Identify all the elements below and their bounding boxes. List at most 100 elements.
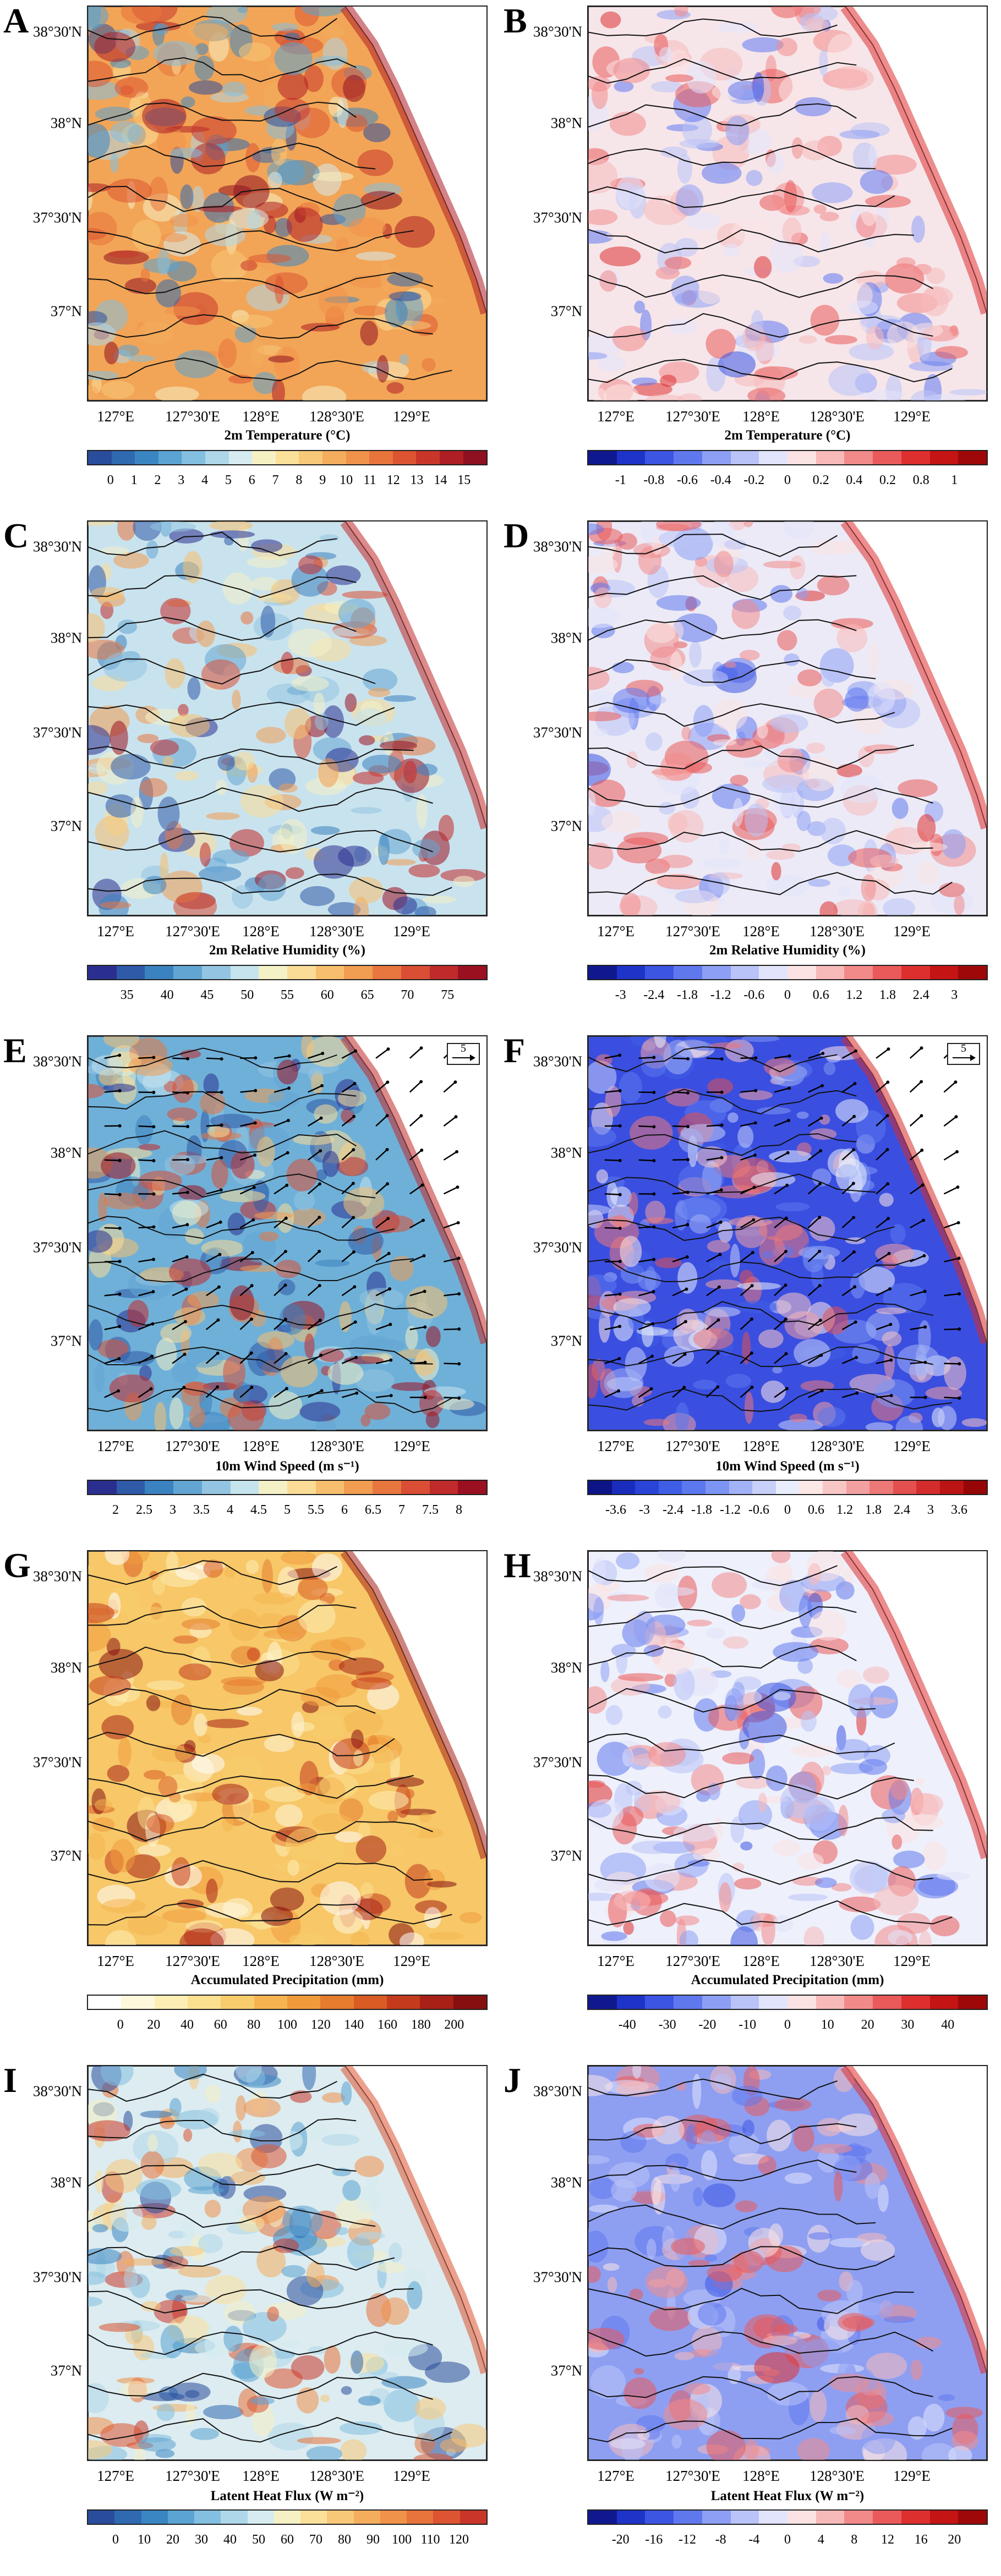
wind-vector [375, 1323, 391, 1331]
longitude-label: 127°30'E [165, 2468, 220, 2484]
wind-vector [740, 1352, 752, 1364]
wind-vector [604, 1390, 619, 1398]
terrain-contour [88, 1560, 337, 1585]
wind-vector [409, 1326, 425, 1331]
colorbar-segment [730, 2511, 759, 2524]
longitude-label: 128°E [742, 1953, 780, 1969]
longitude-label: 128°30'E [309, 1953, 364, 1969]
wind-vector [138, 1291, 154, 1297]
wind-vector [274, 1388, 287, 1398]
wind-vector [910, 1220, 924, 1229]
colorbar-tick-label: 4 [227, 1503, 233, 1517]
terrain-contour [588, 1173, 876, 1194]
coastal-band [840, 521, 987, 830]
colorbar-title: Latent Heat Flux (W m⁻²) [210, 2489, 364, 2503]
colorbar-segment [416, 451, 440, 464]
wind-vector [672, 1224, 688, 1229]
wind-vector [638, 1355, 653, 1364]
wind-vector [172, 1256, 187, 1262]
terrain-contour [588, 744, 914, 770]
longitude-label: 128°E [742, 2468, 780, 2484]
colorbar-segment [386, 1996, 420, 2009]
terrain-contour [588, 274, 933, 298]
wind-vector [841, 1083, 856, 1093]
latitude-label: 37°N [550, 817, 582, 834]
wind-vector [172, 1387, 185, 1398]
colorbar-segment [752, 1481, 776, 1494]
colorbar-tick-label: -16 [645, 2533, 663, 2547]
wind-vector [909, 1081, 922, 1093]
terrain-contour [588, 2246, 895, 2271]
colorbar-tick-label: 0 [784, 1503, 791, 1517]
wind-vector [409, 1047, 422, 1059]
terrain-contour [88, 2245, 395, 2271]
colorbar-tick-label: 90 [367, 2533, 380, 2547]
longitude-label: 129°E [893, 1438, 931, 1454]
colorbar-tick-label: 20 [861, 2018, 874, 2032]
colorbar-segment [230, 1481, 259, 1494]
wind-vector [807, 1285, 821, 1297]
colorbar-segment [787, 966, 816, 979]
wind-vector [341, 1286, 355, 1297]
colorbar-segment [346, 451, 370, 464]
colorbar-segment [201, 1481, 231, 1494]
wind-vector [443, 1081, 456, 1093]
colorbar-ticks: -1 -0.8 -0.6 -0.4 -0.2 0 0.2 0.4 0.2 0.8 1 [587, 473, 988, 490]
colorbar-segment [611, 1481, 636, 1494]
longitude-label: 127°30'E [665, 2468, 720, 2484]
colorbar-title: Accumulated Precipitation (mm) [190, 1973, 384, 1987]
terrain-contour [588, 2418, 953, 2443]
wind-vector [604, 1326, 620, 1331]
wind-vector [274, 1251, 286, 1262]
wind-vector [876, 1218, 889, 1229]
map-panel-h: H 38°30'N 38°N 37°30'N 37°N 127°E 127°30'E 128°… [500, 1545, 1000, 2059]
latitude-label: 38°30'N [533, 2083, 582, 2100]
latitude-label: 38°30'N [32, 2083, 82, 2100]
terrain-contour [88, 314, 433, 339]
colorbar-segment [616, 1996, 646, 2009]
colorbar-segment [958, 2511, 987, 2524]
wind-vector [706, 1286, 720, 1297]
colorbar-tick-label: -0.6 [677, 473, 698, 487]
colorbar-ticks: 0 10 20 30 40 50 60 70 80 90 100 110 120 [87, 2533, 488, 2549]
latitude-label: 38°N [550, 1659, 582, 1676]
longitude-label: 127°30'E [665, 408, 720, 425]
wind-vector [740, 1319, 752, 1330]
colorbar-segment [702, 2511, 731, 2524]
wind-vector [104, 1390, 119, 1398]
colorbar-segment [787, 451, 816, 464]
wind-vector [910, 1326, 926, 1331]
colorbar-tick-label: 3.5 [193, 1503, 210, 1517]
colorbar-segment [588, 2511, 617, 2524]
wind-vector [172, 1057, 188, 1060]
colorbar-segment [674, 451, 702, 464]
map-panel-i: I 38°30'N 38°N 37°30'N 37°N 127°E 127°30'E 128°… [0, 2059, 500, 2574]
panel-letter: D [504, 516, 529, 555]
wind-vector [444, 1293, 460, 1297]
colorbar-tick-label: -20 [611, 2533, 630, 2547]
colorbar-tick-label: -1 [615, 473, 626, 487]
colorbar-segment [259, 1481, 288, 1494]
colorbar-tick-label: 1.8 [879, 988, 896, 1002]
panel-letter: I [3, 2061, 17, 2100]
colorbar-segment [154, 1996, 188, 2009]
colorbar-segment [787, 2511, 816, 2524]
wind-vector [910, 1184, 923, 1195]
colorbar-tick-label: 13 [410, 473, 424, 487]
wind-vector [104, 1260, 120, 1262]
reference-vector-value: 5 [461, 1042, 466, 1054]
colorbar [587, 450, 988, 465]
latitude-label: 37°30'N [533, 724, 582, 741]
colorbar-segment [645, 966, 674, 979]
colorbar-segment [158, 451, 182, 464]
wind-vector [706, 1319, 719, 1330]
terrain-contour [588, 103, 857, 128]
latitude-label: 38°N [550, 1144, 582, 1161]
wind-vector [943, 1116, 957, 1127]
map-field [588, 1036, 987, 1430]
colorbar-segment [407, 2511, 434, 2524]
panel-letter: H [504, 1546, 531, 1585]
colorbar-tick-label: 35 [120, 988, 134, 1002]
wind-vector [239, 1387, 253, 1398]
colorbar-segment [344, 1481, 373, 1494]
